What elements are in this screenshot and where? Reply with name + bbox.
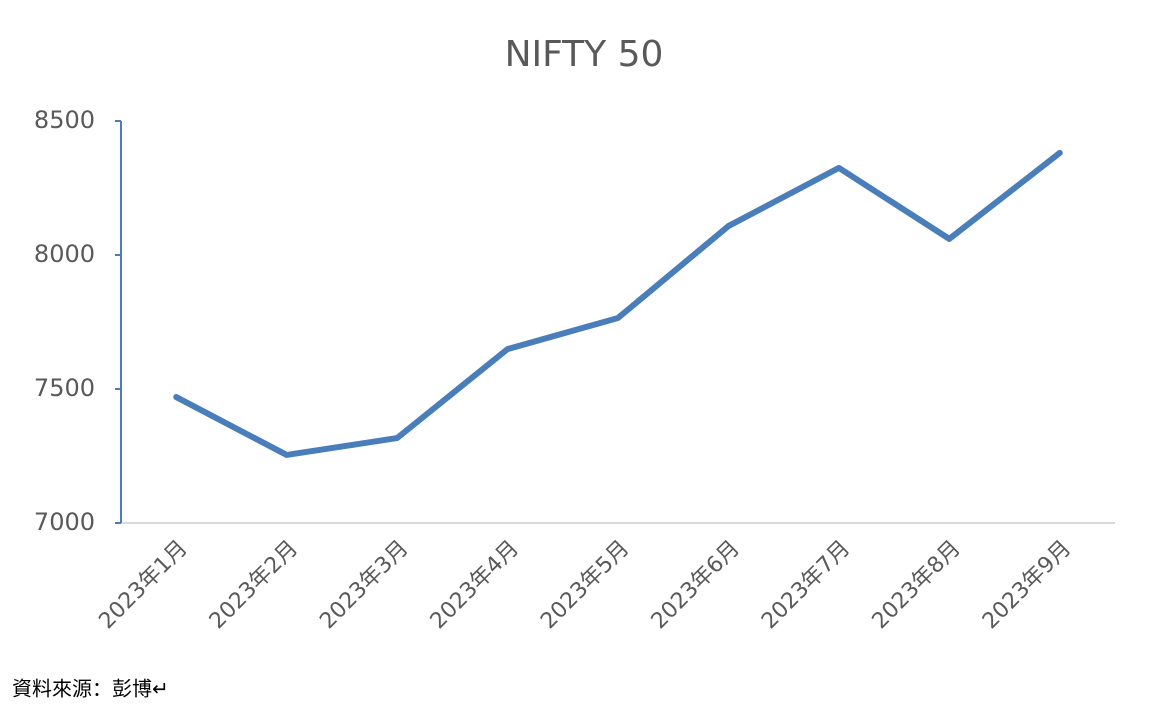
y-tick-label: 7000 [34, 508, 95, 536]
source-note: 資料來源：彭博↵ [12, 677, 169, 701]
y-tick-label: 7500 [34, 374, 95, 402]
x-tick-label: 2023年8月 [868, 536, 966, 634]
x-tick-label: 2023年4月 [426, 536, 524, 634]
chart-title: NIFTY 50 [505, 34, 664, 75]
x-tick-label: 2023年1月 [94, 536, 192, 634]
x-tick-label: 2023年6月 [647, 536, 745, 634]
x-tick-label: 2023年7月 [757, 536, 855, 634]
y-tick-label: 8500 [34, 106, 95, 134]
x-tick-label: 2023年9月 [978, 536, 1076, 634]
x-tick-label: 2023年3月 [315, 536, 413, 634]
y-tick-label: 8000 [34, 240, 95, 268]
x-tick-label: 2023年5月 [536, 536, 634, 634]
x-tick-label: 2023年2月 [205, 536, 303, 634]
line-series [173, 149, 1063, 458]
